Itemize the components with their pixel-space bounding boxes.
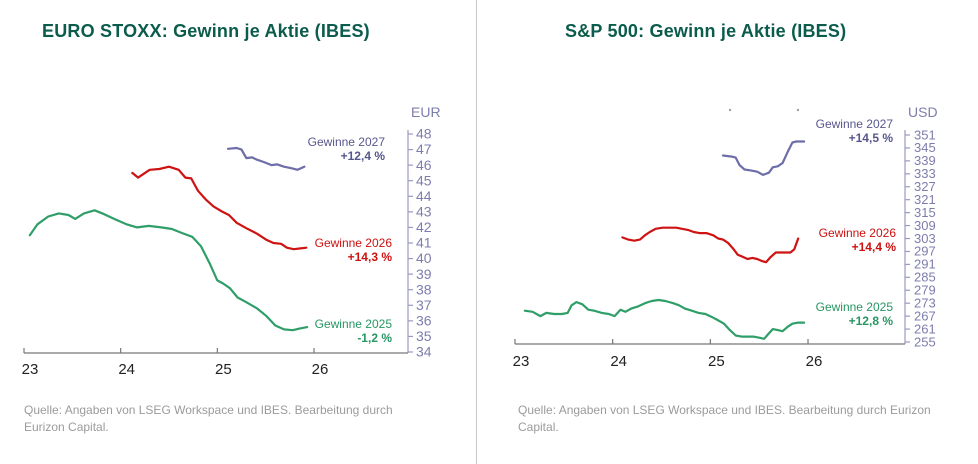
y-axis-tick-label: 45 <box>416 172 432 188</box>
y-axis-tick-label: 38 <box>416 281 432 297</box>
source-note-sp500: Quelle: Angaben von LSEG Workspace und I… <box>518 402 931 436</box>
y-axis-tick-label: 333 <box>914 166 936 181</box>
source-line-2: Capital. <box>518 420 559 434</box>
y-axis-tick-label: 48 <box>416 126 432 142</box>
source-note-euro-stoxx: Quelle: Angaben von LSEG Workspace und I… <box>24 402 393 436</box>
x-axis-tick-label: 25 <box>708 353 725 370</box>
series-pct-gewinne-2025: -1,2 % <box>357 331 392 345</box>
panel-divider <box>476 0 477 464</box>
x-axis-tick-label: 26 <box>806 353 823 370</box>
y-axis-tick-label: 285 <box>914 270 936 285</box>
y-axis-tick-label: 255 <box>914 334 936 349</box>
y-axis-tick-label: 37 <box>416 297 432 313</box>
series-label-gewinne-2025: Gewinne 2025 <box>315 317 393 331</box>
series-line-gewinne-2026 <box>131 165 308 251</box>
series-pct-gewinne-2027: +14,5 % <box>849 131 894 145</box>
y-axis-tick-label: 39 <box>416 266 432 282</box>
panel-sp500: S&P 500: Gewinn je Aktie (IBES) USD 351 34… <box>489 0 978 464</box>
series-line-gewinne-2027 <box>721 140 806 176</box>
y-axis-tick-label: 35 <box>416 328 432 344</box>
series-line-gewinne-2025 <box>523 298 806 340</box>
x-axis-tick-label: 23 <box>22 361 39 378</box>
y-axis-tick-label: 36 <box>416 312 432 328</box>
chart-title-sp500: S&P 500: Gewinn je Aktie (IBES) <box>565 21 847 41</box>
series-label-gewinne-2026: Gewinne 2026 <box>315 236 393 250</box>
y-axis-tick-label: 315 <box>914 205 936 220</box>
source-line-1: Quelle: Angaben von LSEG Workspace und I… <box>24 403 393 417</box>
y-axis-tick-label: 351 <box>914 127 936 142</box>
chart-title-euro-stoxx: EURO STOXX: Gewinn je Aktie (IBES) <box>42 21 370 41</box>
stray-dot <box>728 108 732 112</box>
stray-dot <box>796 108 800 112</box>
y-axis-tick-label: 309 <box>914 218 936 233</box>
panel-euro-stoxx: EURO STOXX: Gewinn je Aktie (IBES) EUR 48… <box>22 21 441 436</box>
x-axis-tick-label: 24 <box>610 353 627 370</box>
source-line-2: Eurizon Capital. <box>24 420 109 434</box>
y-axis-tick-label: 345 <box>914 140 936 155</box>
y-axis-tick-label: 339 <box>914 153 936 168</box>
series-line-gewinne-2026 <box>621 226 800 264</box>
series-pct-gewinne-2026: +14,4 % <box>852 240 897 254</box>
y-axis-tick-label: 47 <box>416 141 432 157</box>
y-axis-unit-label: EUR <box>411 104 441 120</box>
series-pct-gewinne-2025: +12,8 % <box>849 314 894 328</box>
series-pct-gewinne-2026: +14,3 % <box>348 250 393 264</box>
y-axis-tick-label: 46 <box>416 157 432 173</box>
series-pct-gewinne-2027: +12,4 % <box>341 149 386 163</box>
y-axis-tick-label: 297 <box>914 244 936 259</box>
source-line-1: Quelle: Angaben von LSEG Workspace und I… <box>518 403 931 417</box>
y-axis-tick-label: 41 <box>416 235 432 251</box>
series-line-gewinne-2027 <box>226 146 306 171</box>
y-axis-tick-label: 42 <box>416 219 432 235</box>
y-axis-tick-label: 34 <box>416 344 432 360</box>
series-label-gewinne-2027: Gewinne 2027 <box>308 135 386 149</box>
x-axis-tick-label: 25 <box>215 361 232 378</box>
y-axis-tick-label: 267 <box>914 308 936 323</box>
sp500-line-chart: USD3513453393333273213153093032972912852… <box>513 104 938 370</box>
y-axis-tick-label: 273 <box>914 295 936 310</box>
y-axis-tick-label: 321 <box>914 192 936 207</box>
y-axis-tick-label: 44 <box>416 188 432 204</box>
x-axis-tick-label: 23 <box>513 353 530 370</box>
series-label-gewinne-2025: Gewinne 2025 <box>816 300 894 314</box>
x-axis-tick-label: 24 <box>118 361 135 378</box>
y-axis-unit-label: USD <box>908 104 938 120</box>
x-axis-tick-label: 26 <box>312 361 329 378</box>
y-axis-tick-label: 327 <box>914 179 936 194</box>
y-axis-tick-label: 279 <box>914 283 936 298</box>
y-axis-tick-label: 261 <box>914 321 936 336</box>
y-axis-tick-label: 40 <box>416 250 432 266</box>
series-line-gewinne-2025 <box>28 209 309 332</box>
series-label-gewinne-2027: Gewinne 2027 <box>816 117 894 131</box>
y-axis-tick-label: 291 <box>914 257 936 272</box>
series-label-gewinne-2026: Gewinne 2026 <box>819 226 897 240</box>
y-axis-tick-label: 43 <box>416 203 432 219</box>
y-axis-tick-label: 303 <box>914 231 936 246</box>
